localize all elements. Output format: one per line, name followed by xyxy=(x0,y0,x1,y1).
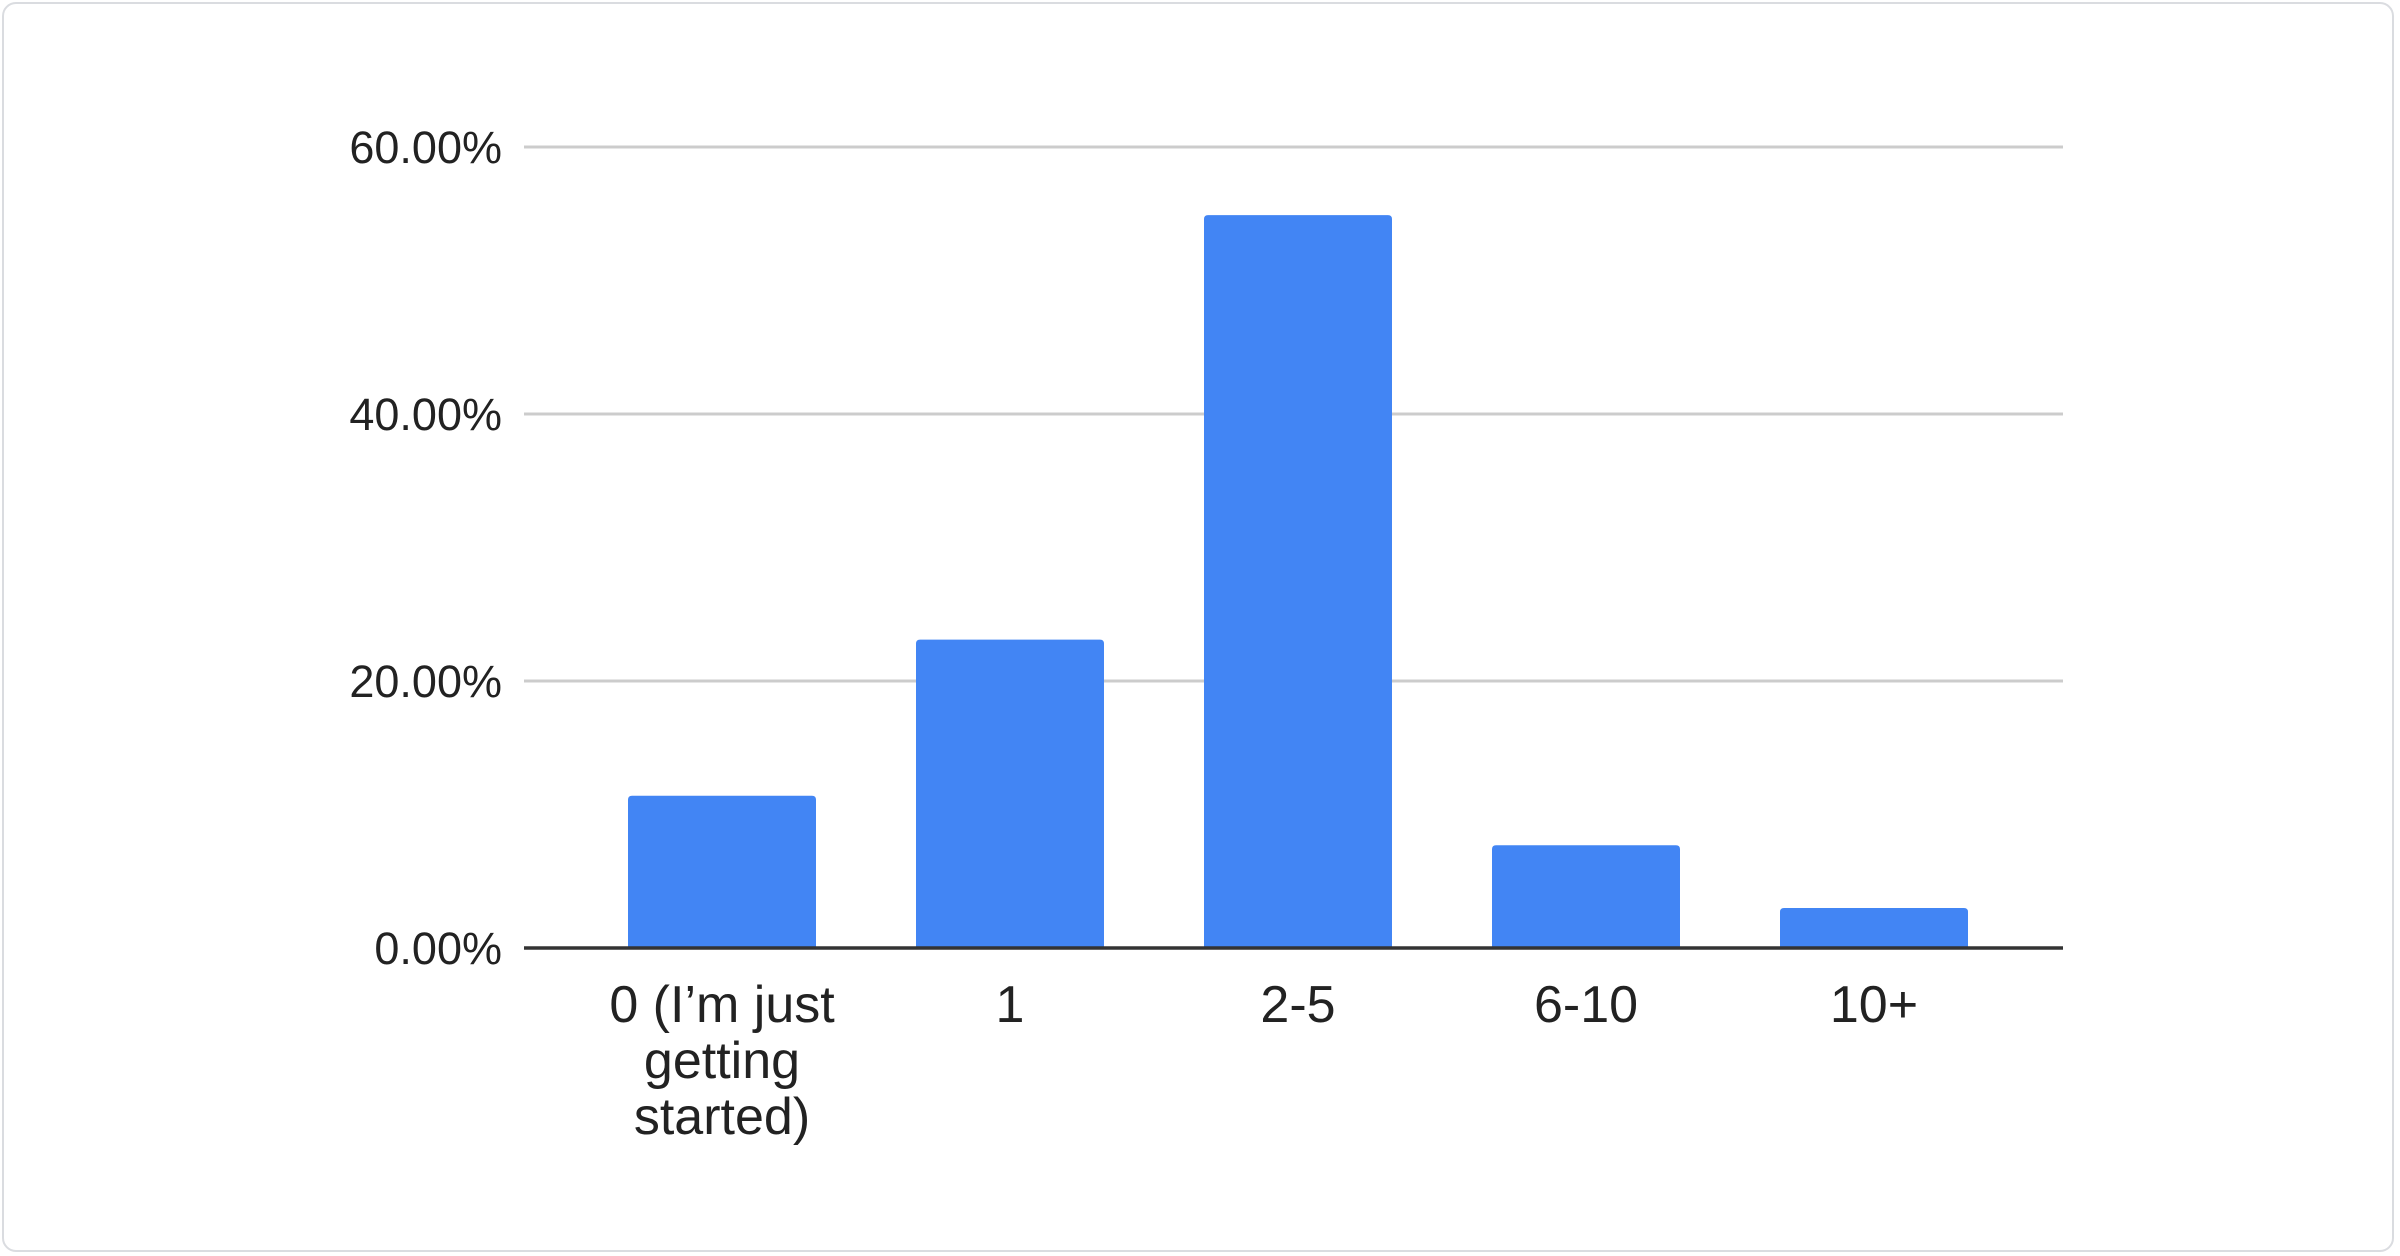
x-tick-label: 1 xyxy=(996,976,1025,1034)
x-tick-label: 0 (I’m just xyxy=(609,976,835,1034)
bar-chart: 0.00% 20.00% 40.00% 60.00% 0 (I’m justgettin… xyxy=(349,122,2063,1146)
y-tick-label: 20.00% xyxy=(349,656,502,707)
y-tick-label: 60.00% xyxy=(349,122,502,173)
y-tick-label: 40.00% xyxy=(349,389,502,440)
bar-6-10 xyxy=(1492,845,1680,948)
bar-10- xyxy=(1780,907,1968,948)
bar-1 xyxy=(916,639,1104,948)
bar-2-5 xyxy=(1204,215,1392,948)
x-tick-label: started) xyxy=(634,1088,810,1146)
x-tick-label: getting xyxy=(644,1032,800,1090)
x-tick-label: 6-10 xyxy=(1534,976,1638,1034)
y-tick-label: 0.00% xyxy=(374,923,502,974)
x-tick-label: 2-5 xyxy=(1260,976,1335,1034)
x-tick-label: 10+ xyxy=(1830,976,1918,1034)
bar-0-i-m-just-getting-started- xyxy=(628,795,816,948)
